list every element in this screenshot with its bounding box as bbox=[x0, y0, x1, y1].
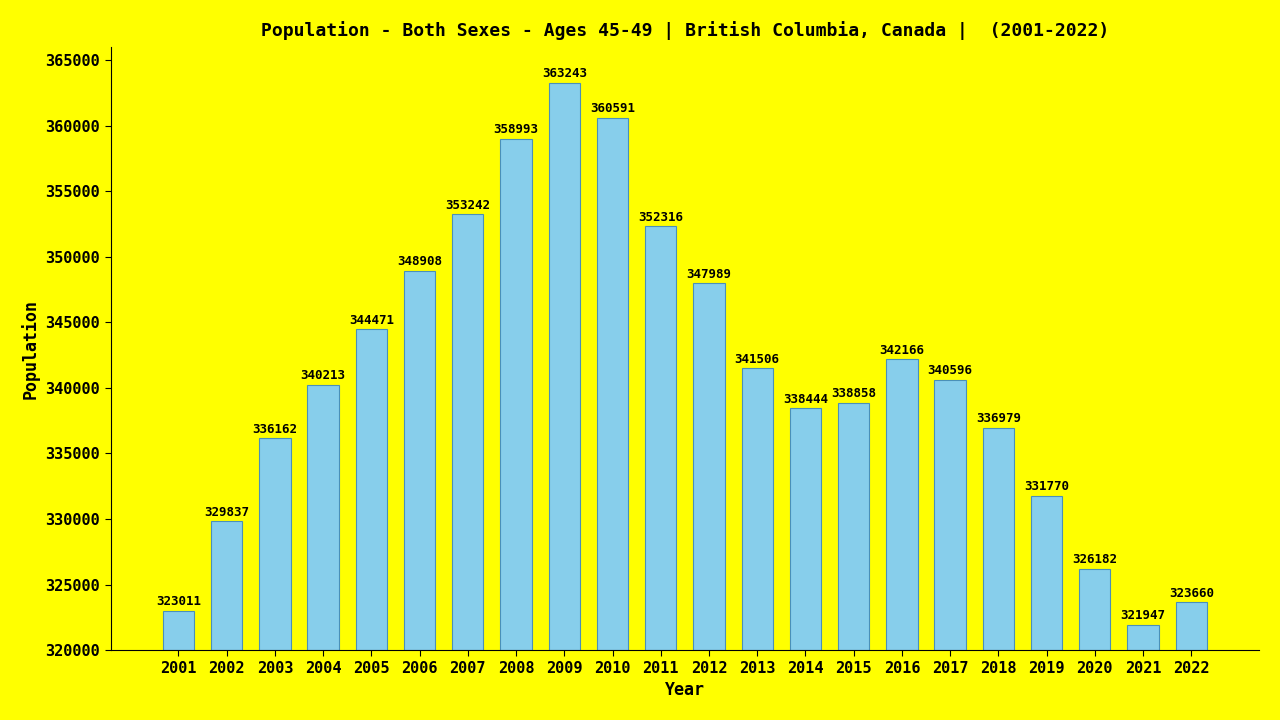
Bar bbox=[790, 408, 820, 650]
Text: 341506: 341506 bbox=[735, 353, 780, 366]
Text: 352316: 352316 bbox=[639, 211, 684, 224]
Text: 363243: 363243 bbox=[541, 68, 586, 81]
Bar bbox=[694, 283, 724, 650]
Bar bbox=[838, 403, 869, 650]
Text: 323660: 323660 bbox=[1169, 587, 1213, 600]
Bar bbox=[500, 139, 531, 650]
Text: 321947: 321947 bbox=[1120, 609, 1166, 622]
Text: 331770: 331770 bbox=[1024, 480, 1069, 493]
Bar bbox=[886, 359, 918, 650]
Text: 323011: 323011 bbox=[156, 595, 201, 608]
Bar bbox=[452, 215, 484, 650]
Bar bbox=[983, 428, 1014, 650]
Bar bbox=[356, 329, 387, 650]
Text: 326182: 326182 bbox=[1073, 554, 1117, 567]
Bar bbox=[1128, 625, 1158, 650]
Text: 338858: 338858 bbox=[831, 387, 877, 400]
Bar bbox=[404, 271, 435, 650]
Bar bbox=[1030, 496, 1062, 650]
Bar bbox=[163, 611, 195, 650]
Bar bbox=[596, 118, 628, 650]
Text: 348908: 348908 bbox=[397, 256, 442, 269]
Bar bbox=[307, 385, 339, 650]
Bar bbox=[1175, 602, 1207, 650]
Text: 344471: 344471 bbox=[349, 314, 394, 327]
Text: 336162: 336162 bbox=[252, 423, 297, 436]
Y-axis label: Population: Population bbox=[20, 299, 40, 399]
Text: 358993: 358993 bbox=[494, 123, 539, 136]
Text: 340596: 340596 bbox=[928, 364, 973, 377]
Title: Population - Both Sexes - Ages 45-49 | British Columbia, Canada |  (2001-2022): Population - Both Sexes - Ages 45-49 | B… bbox=[261, 21, 1108, 40]
Text: 347989: 347989 bbox=[686, 268, 731, 281]
Bar bbox=[1079, 569, 1111, 650]
Bar bbox=[211, 521, 242, 650]
Bar bbox=[549, 83, 580, 650]
Text: 336979: 336979 bbox=[975, 412, 1021, 425]
Text: 329837: 329837 bbox=[204, 505, 250, 518]
Text: 353242: 353242 bbox=[445, 199, 490, 212]
Bar bbox=[741, 368, 773, 650]
Bar bbox=[260, 438, 291, 650]
Text: 342166: 342166 bbox=[879, 344, 924, 357]
Bar bbox=[934, 380, 966, 650]
Bar bbox=[645, 226, 676, 650]
Text: 340213: 340213 bbox=[301, 369, 346, 382]
Text: 338444: 338444 bbox=[783, 392, 828, 405]
X-axis label: Year: Year bbox=[664, 681, 705, 699]
Text: 360591: 360591 bbox=[590, 102, 635, 115]
